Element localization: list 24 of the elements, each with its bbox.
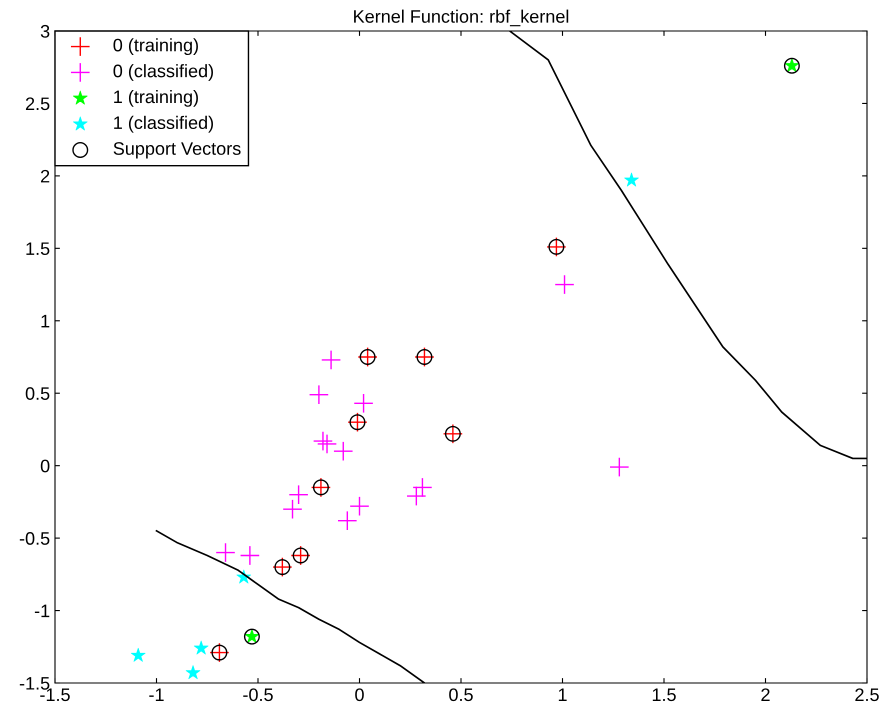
x-tick-label: 1 <box>558 688 567 701</box>
x-tick-label: -0.5 <box>243 688 273 702</box>
legend-label: 0 (classified) <box>113 64 213 81</box>
y-tick-label: 0.5 <box>26 387 50 400</box>
x-tick-label: 1.5 <box>652 688 676 702</box>
legend-label: Support Vectors <box>114 142 241 158</box>
legend-label: 1 (classified) <box>114 116 213 133</box>
legend-label: 1 (training) <box>114 90 198 107</box>
y-tick-label: 1 <box>41 314 50 328</box>
y-tick-label: -1.5 <box>20 677 50 690</box>
y-tick-label: 0 <box>40 460 50 472</box>
y-tick-label: -1 <box>34 604 50 618</box>
y-tick-label: -0.5 <box>20 532 50 545</box>
x-tick-label: 0.5 <box>449 688 473 702</box>
x-tick-label: 0 <box>355 688 364 702</box>
y-tick-label: 2.5 <box>26 97 50 110</box>
chart-title: Kernel Function: rbf_kernel <box>354 10 568 26</box>
x-tick-label: 2.5 <box>855 688 879 702</box>
y-tick-label: 2 <box>41 170 50 182</box>
y-tick-label: 1.5 <box>26 242 50 256</box>
x-tick-label: -1 <box>149 688 164 701</box>
legend-label: 0 (training) <box>113 38 198 56</box>
y-tick-label: 3 <box>40 24 50 38</box>
x-tick-label: 2 <box>761 688 770 701</box>
